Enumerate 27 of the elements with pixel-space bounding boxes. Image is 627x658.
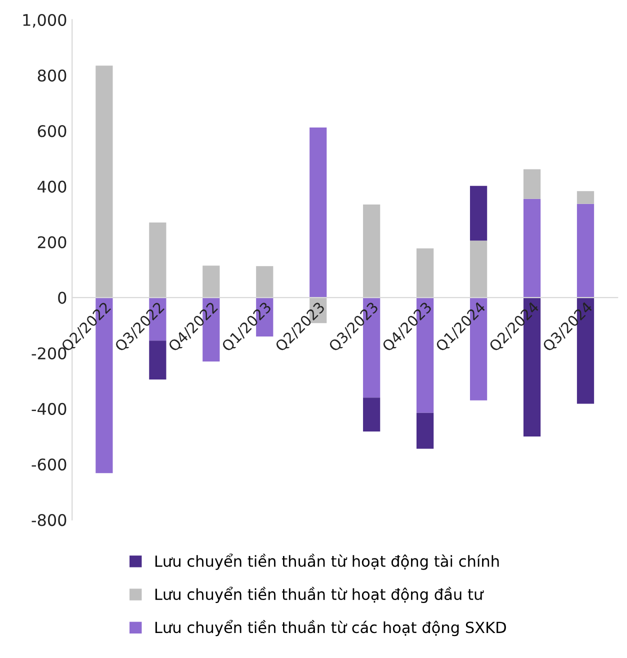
bar (256, 266, 274, 298)
bar (96, 66, 113, 298)
bar (576, 204, 594, 298)
y-tick-label: 400 (38, 180, 66, 193)
bar (523, 198, 541, 298)
y-tick-label: 600 (38, 125, 66, 138)
y-tick-label: 0 (58, 292, 66, 304)
bar (149, 222, 166, 298)
bar (523, 169, 541, 199)
bar (576, 191, 594, 204)
legend-label: Lưu chuyển tiền thuần từ hoạt động tài chính (155, 554, 499, 570)
legend-label: Lưu chuyển tiền thuần từ hoạt động đầu tư (155, 586, 484, 604)
legend-label: Lưu chuyển tiền thuần từ các hoạt động SXKD (155, 620, 506, 636)
bar (416, 412, 434, 449)
bar (202, 266, 220, 298)
bar (363, 398, 380, 432)
bar (310, 128, 327, 298)
y-tick-label: -400 (32, 402, 66, 415)
y-tick-label: 1,000 (23, 14, 66, 28)
bar (470, 186, 488, 241)
bar (363, 204, 380, 298)
y-tick-label: -600 (32, 458, 66, 471)
bar (416, 248, 434, 298)
y-tick-label: 200 (38, 236, 66, 248)
bar (470, 240, 488, 298)
y-tick-label: 800 (38, 70, 66, 82)
y-tick-label: -800 (32, 514, 66, 526)
